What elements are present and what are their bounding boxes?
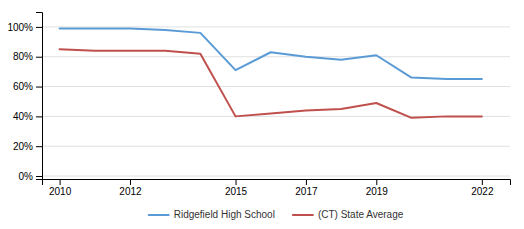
x-tick-label: 2022 — [471, 186, 494, 197]
x-tick-label: 2012 — [119, 186, 142, 197]
x-tick-mark — [306, 179, 307, 185]
grid-line — [42, 176, 510, 177]
legend-item: (CT) State Average — [293, 209, 404, 220]
legend-swatch — [149, 214, 169, 216]
chart: 2010 2012 2015 2017 2019 2022 0% 20% 40% 60% 80% 10… — [0, 0, 524, 229]
plot-area — [60, 28, 482, 117]
y-tick: 40% — [13, 111, 42, 122]
y-tick: 20% — [13, 141, 42, 152]
legend-item: Ridgefield High School — [149, 209, 275, 220]
x-tick-mark — [376, 179, 377, 185]
x-axis-line — [43, 180, 511, 186]
y-tick: 80% — [13, 51, 42, 62]
y-axis: 0% 20% 40% 60% 80% 100% — [7, 13, 42, 182]
y-tick-label: 60% — [13, 81, 33, 92]
y-tick: 60% — [13, 81, 42, 92]
y-tick-label: 100% — [7, 22, 33, 33]
x-tick: 2015 — [225, 179, 248, 197]
legend-swatch — [293, 214, 313, 216]
series-line — [60, 49, 482, 118]
grid — [42, 27, 510, 176]
x-tick-label: 2015 — [225, 186, 248, 197]
x-tick: 2019 — [366, 179, 389, 197]
y-tick-label: 80% — [13, 51, 33, 62]
x-tick: 2010 — [49, 179, 72, 197]
x-axis: 2010 2012 2015 2017 2019 2022 — [43, 179, 511, 197]
grid-line — [42, 146, 510, 147]
y-tick: 0% — [19, 171, 42, 182]
x-tick-mark — [130, 179, 131, 185]
grid-line — [42, 56, 510, 57]
legend-label: (CT) State Average — [318, 209, 404, 220]
x-tick-label: 2017 — [295, 186, 318, 197]
y-tick-mark — [36, 116, 42, 117]
legend: Ridgefield High School (CT) State Average — [149, 209, 404, 220]
y-tick: 100% — [7, 22, 42, 33]
y-tick-label: 20% — [13, 141, 33, 152]
series-line — [60, 28, 482, 79]
x-tick-label: 2019 — [366, 186, 389, 197]
y-tick-mark — [36, 176, 42, 177]
x-tick-mark — [236, 179, 237, 185]
y-tick-mark — [36, 87, 42, 88]
x-tick-label: 2010 — [49, 186, 72, 197]
grid-line — [42, 26, 510, 27]
legend-label: Ridgefield High School — [174, 209, 275, 220]
x-tick: 2017 — [295, 179, 318, 197]
y-axis-line — [36, 13, 43, 180]
x-tick-mark — [482, 179, 483, 185]
y-tick-mark — [36, 146, 42, 147]
x-tick: 2012 — [119, 179, 142, 197]
grid-line — [42, 86, 510, 87]
y-tick-mark — [36, 27, 42, 28]
x-tick-mark — [60, 179, 61, 185]
x-tick: 2022 — [471, 179, 494, 197]
y-tick-mark — [36, 57, 42, 58]
y-tick-label: 0% — [19, 171, 34, 182]
y-tick-label: 40% — [13, 111, 33, 122]
